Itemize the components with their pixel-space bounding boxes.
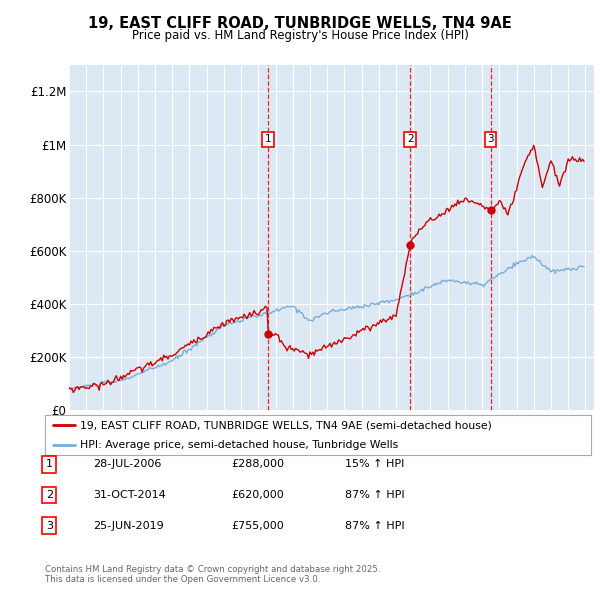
- Text: 25-JUN-2019: 25-JUN-2019: [93, 521, 164, 530]
- Text: £755,000: £755,000: [231, 521, 284, 530]
- Text: 87% ↑ HPI: 87% ↑ HPI: [345, 490, 404, 500]
- Text: 1: 1: [265, 135, 272, 144]
- Text: Contains HM Land Registry data © Crown copyright and database right 2025.
This d: Contains HM Land Registry data © Crown c…: [45, 565, 380, 584]
- Text: 19, EAST CLIFF ROAD, TUNBRIDGE WELLS, TN4 9AE (semi-detached house): 19, EAST CLIFF ROAD, TUNBRIDGE WELLS, TN…: [80, 421, 493, 430]
- Text: 3: 3: [46, 521, 53, 530]
- Text: HPI: Average price, semi-detached house, Tunbridge Wells: HPI: Average price, semi-detached house,…: [80, 441, 399, 450]
- Text: 31-OCT-2014: 31-OCT-2014: [93, 490, 166, 500]
- Text: £620,000: £620,000: [231, 490, 284, 500]
- Text: 2: 2: [46, 490, 53, 500]
- Text: 15% ↑ HPI: 15% ↑ HPI: [345, 460, 404, 469]
- Text: 19, EAST CLIFF ROAD, TUNBRIDGE WELLS, TN4 9AE: 19, EAST CLIFF ROAD, TUNBRIDGE WELLS, TN…: [88, 16, 512, 31]
- Text: Price paid vs. HM Land Registry's House Price Index (HPI): Price paid vs. HM Land Registry's House …: [131, 30, 469, 42]
- Text: 3: 3: [487, 135, 494, 144]
- Text: £288,000: £288,000: [231, 460, 284, 469]
- Text: 87% ↑ HPI: 87% ↑ HPI: [345, 521, 404, 530]
- Text: 1: 1: [46, 460, 53, 469]
- Text: 28-JUL-2006: 28-JUL-2006: [93, 460, 161, 469]
- Text: 2: 2: [407, 135, 413, 144]
